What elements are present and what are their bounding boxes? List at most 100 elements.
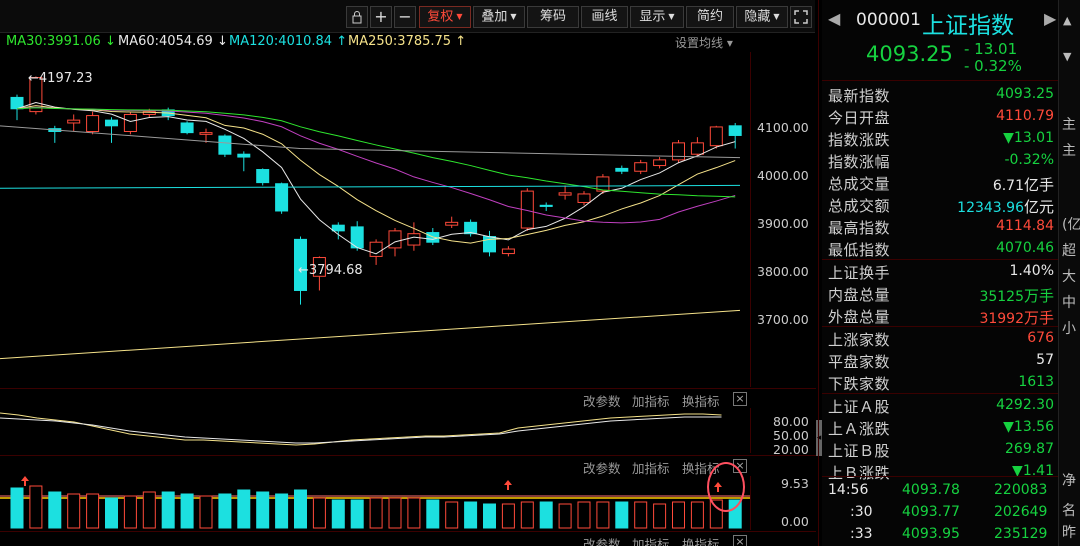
quote-row-label: 上涨家数 — [828, 331, 891, 349]
overlay-button[interactable]: 叠加 ▼ — [473, 6, 525, 28]
indicator-panel-3-bar: 改参数 加指标 换指标 — [0, 534, 750, 546]
candle — [690, 137, 704, 156]
candle — [577, 191, 591, 206]
candle — [539, 202, 553, 211]
axis-tick-label: 20.00 — [773, 442, 809, 457]
collapse-panel-handle[interactable]: ◂ — [816, 420, 822, 456]
candle — [275, 182, 289, 214]
change-percent: - 0.32% — [964, 57, 1022, 75]
volume-bar — [407, 497, 421, 529]
candle — [123, 111, 137, 135]
candle — [237, 151, 251, 172]
chevron-up-icon[interactable]: ▲ — [1063, 14, 1072, 27]
quote-row: 总成交量 6.71亿手 — [828, 171, 1054, 194]
chips-button[interactable]: 筹码 — [527, 6, 579, 28]
volume-bar — [275, 493, 289, 529]
chevron-down-icon[interactable]: ▼ — [1063, 50, 1072, 63]
tick-row: :33 4093.95 235129 — [828, 524, 1072, 546]
axis-tick-label: 3700.00 — [757, 312, 809, 327]
ma120-label: MA120:4010.84 ↑ — [229, 34, 348, 49]
switch-indicator-link[interactable]: 换指标 — [682, 537, 720, 546]
low-marker: ←3794.68 — [298, 263, 363, 278]
volume-bar — [86, 493, 100, 529]
prev-symbol-icon[interactable]: ◀ — [828, 9, 841, 28]
candle — [350, 221, 364, 251]
lock-icon[interactable] — [346, 6, 368, 28]
quote-row-value: 6.71亿手 — [992, 176, 1054, 194]
add-indicator-link[interactable]: 加指标 — [632, 461, 670, 476]
quote-row: 总成交额 12343.96亿元 — [828, 193, 1054, 216]
close-icon[interactable]: × — [733, 392, 747, 406]
side-panel-label: 超 — [1062, 243, 1076, 259]
quote-panel: ◀ 000001 上证指数 ▶ 4093.25 - 13.01 - 0.32% … — [822, 0, 1080, 546]
next-symbol-icon[interactable]: ▶ — [1044, 9, 1057, 28]
quote-row-label: 指数涨跌 — [828, 131, 891, 149]
k-line — [0, 412, 722, 446]
zoom-out-icon[interactable]: − — [394, 6, 416, 28]
ma250-label: MA250:3785.75 ↑ — [348, 34, 467, 49]
candle — [180, 121, 194, 135]
add-indicator-link[interactable]: 加指标 — [632, 537, 670, 546]
indicator-2-axis: 9.53 0.00 — [750, 476, 816, 530]
volume-indicator-chart[interactable] — [0, 476, 750, 530]
volume-bar — [501, 503, 515, 529]
volume-bar — [634, 501, 648, 529]
axis-tick-label: 9.53 — [781, 476, 809, 491]
candlestick-chart[interactable] — [0, 52, 750, 387]
quote-row-label: 平盘家数 — [828, 353, 891, 371]
ma60-label: MA60:4054.69 ↓ — [118, 34, 228, 49]
ma-settings-link[interactable]: 设置均线 ▾ — [675, 36, 733, 50]
change-value: - 13.01 — [964, 40, 1018, 58]
quote-row: 指数涨幅 -0.32% — [828, 149, 1054, 171]
switch-indicator-link[interactable]: 换指标 — [682, 394, 720, 409]
signal-arrow-icon — [21, 476, 29, 486]
side-panel-partial: ▲ ▼ 主主 (亿超大中小净名昨 — [1058, 0, 1080, 546]
quote-row-label: 上Ｂ涨跌 — [828, 464, 891, 482]
edit-params-link[interactable]: 改参数 — [583, 461, 621, 476]
symbol-code: 000001 — [856, 10, 921, 30]
draw-line-button[interactable]: 画线 — [581, 6, 628, 28]
zoom-in-icon[interactable]: + — [370, 6, 392, 28]
quote-row-value: 35125万手 — [979, 287, 1054, 305]
candle — [728, 122, 742, 149]
candle — [672, 140, 685, 163]
axis-tick-label: 4000.00 — [757, 168, 809, 183]
axis-tick-label: 0.00 — [781, 514, 809, 529]
volume-bar — [426, 499, 440, 529]
ma250-line — [0, 309, 741, 360]
tick-row: 14:56 4093.78 220083 — [828, 480, 1072, 502]
quote-row-value: 676 — [1027, 330, 1054, 346]
candle — [105, 117, 118, 143]
volume-bar — [653, 503, 667, 529]
candle — [501, 246, 515, 257]
volume-bar — [615, 501, 629, 529]
simple-button[interactable]: 简约 — [686, 6, 734, 28]
quote-row-value: 4114.84 — [996, 218, 1054, 234]
tick-price: 4093.78 — [902, 482, 960, 498]
edit-params-link[interactable]: 改参数 — [583, 394, 621, 409]
fuquan-button[interactable]: 复权 ▼ — [419, 6, 471, 28]
oscillator-chart[interactable] — [0, 408, 750, 453]
quote-row: 上证Ｂ股 269.87 — [828, 438, 1054, 460]
volume-bar — [161, 491, 175, 529]
quote-row: 上Ｂ涨跌 ▼1.41 — [828, 460, 1054, 482]
candle — [483, 230, 496, 257]
quote-row-value: -0.32% — [1004, 152, 1054, 168]
close-icon[interactable]: × — [733, 535, 747, 546]
ma30-label: MA30:3991.06 ↓ — [6, 34, 116, 49]
side-panel-label: 净 — [1062, 473, 1076, 489]
quote-row-value: ▼13.01 — [1003, 130, 1054, 146]
quote-row-label: 上证Ａ股 — [828, 398, 891, 416]
quote-row-value: 4110.79 — [996, 108, 1054, 124]
tick-volume: 202649 — [994, 504, 1048, 520]
side-panel-label: 主 — [1062, 117, 1076, 133]
volume-bar — [539, 501, 553, 529]
quote-row-label: 上证Ｂ股 — [828, 442, 891, 460]
expand-icon[interactable] — [790, 6, 812, 28]
candle — [445, 216, 459, 229]
display-button[interactable]: 显示 ▼ — [630, 6, 684, 28]
hide-button[interactable]: 隐藏 ▼ — [736, 6, 788, 28]
add-indicator-link[interactable]: 加指标 — [632, 394, 670, 409]
quote-row: 平盘家数 57 — [828, 349, 1054, 371]
edit-params-link[interactable]: 改参数 — [583, 537, 621, 546]
